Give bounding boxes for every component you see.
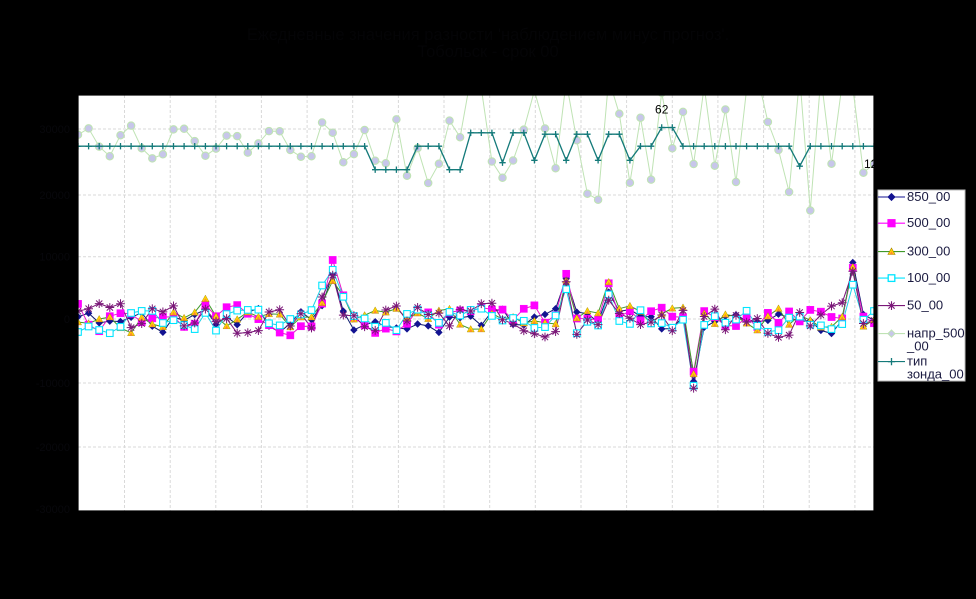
svg-text:_00: _00 (906, 339, 929, 354)
svg-text:-10000: -10000 (36, 378, 70, 390)
svg-text:20000: 20000 (39, 190, 70, 202)
svg-text:-20000: -20000 (36, 442, 70, 454)
svg-text:500_00: 500_00 (907, 215, 950, 230)
svg-text:300_00: 300_00 (907, 244, 950, 259)
svg-text:0: 0 (64, 314, 70, 326)
svg-text:62: 62 (655, 103, 669, 117)
svg-text:850_00: 850_00 (907, 189, 950, 204)
svg-text:30000: 30000 (39, 124, 70, 136)
svg-text:10000: 10000 (39, 252, 70, 264)
svg-text:-30000: -30000 (36, 504, 70, 516)
svg-text:зонда_00: зонда_00 (907, 367, 964, 382)
svg-text:100_00: 100_00 (907, 270, 950, 285)
svg-text:50_00: 50_00 (907, 298, 943, 313)
